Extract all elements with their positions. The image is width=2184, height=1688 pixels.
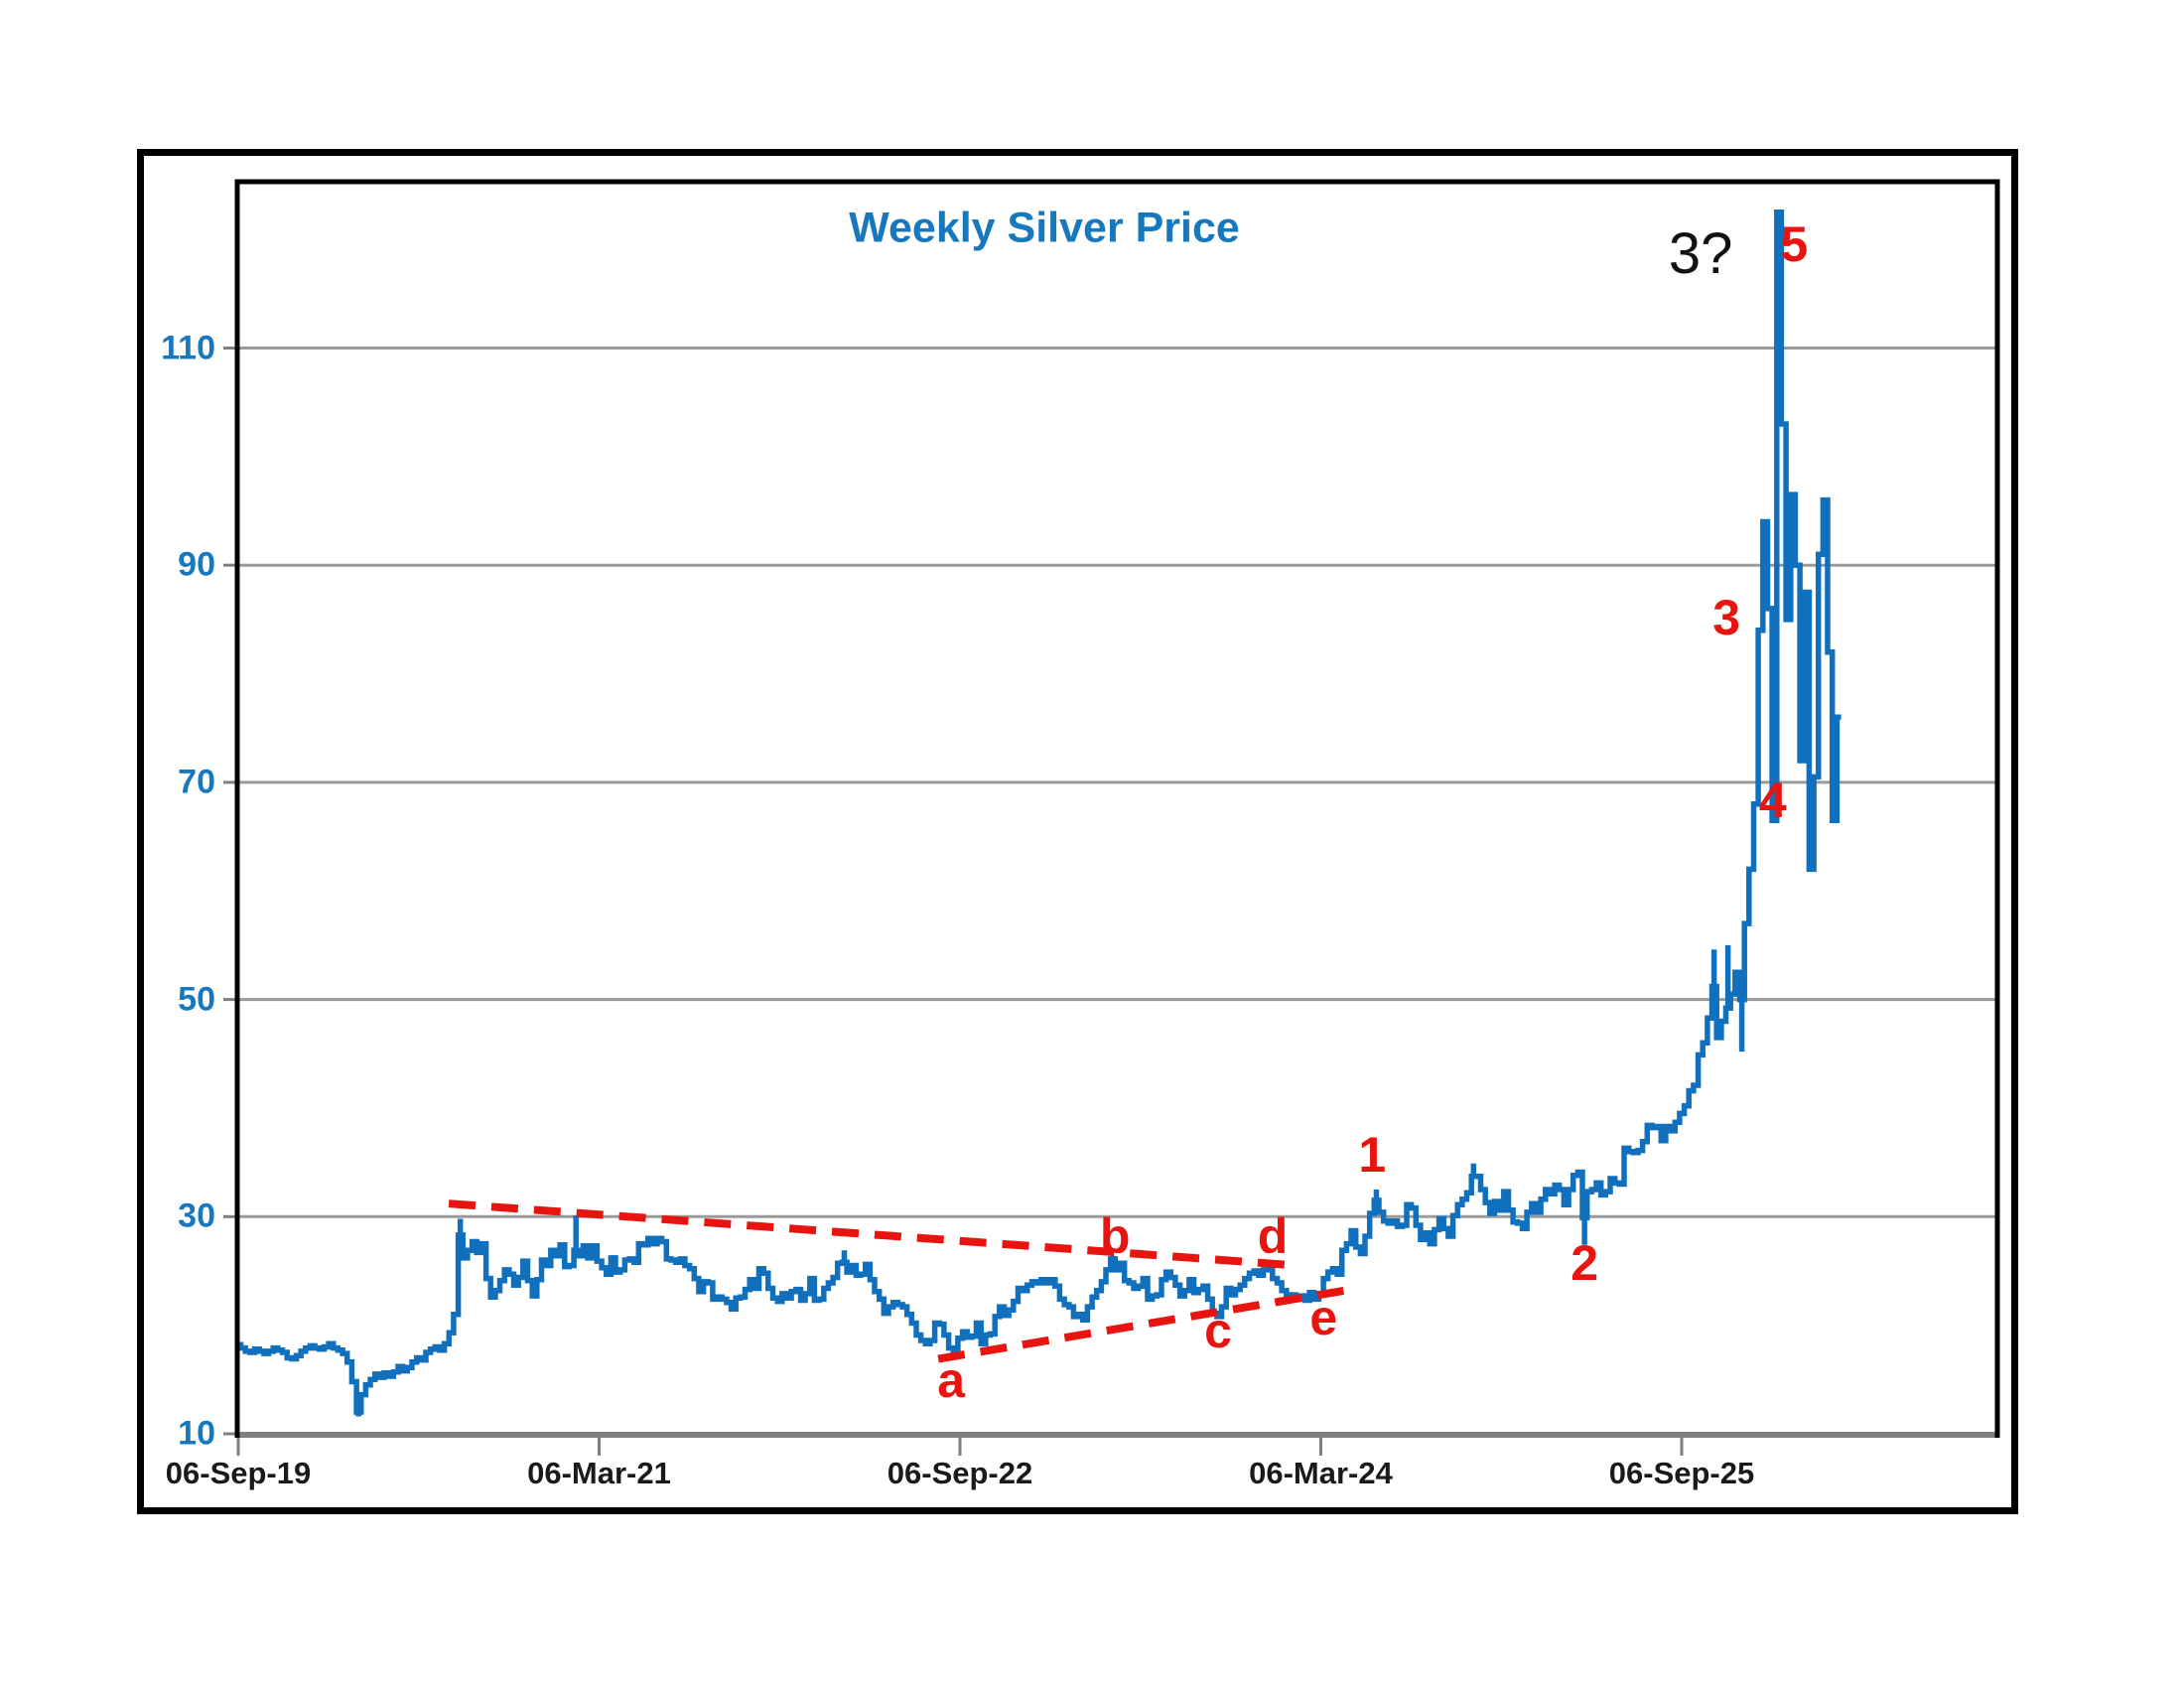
trendline-lower-ascending <box>937 1285 1353 1363</box>
page-frame <box>137 149 2018 1514</box>
silver-price-series <box>235 210 1842 1415</box>
plot-border <box>234 179 2000 1438</box>
trendline-upper-descending <box>448 1199 1298 1270</box>
